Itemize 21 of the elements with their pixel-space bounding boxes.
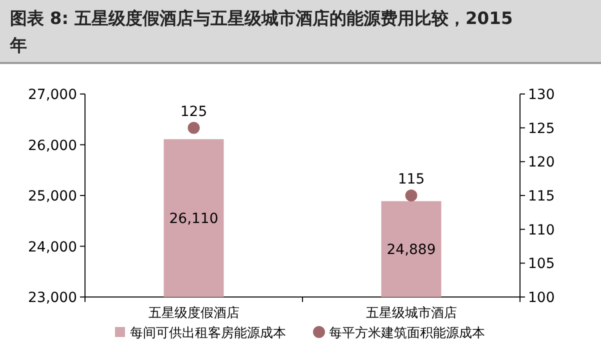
- y2-tick-label: 115: [528, 188, 555, 204]
- data-label: 26,110: [169, 211, 218, 228]
- y2-tick-label: 125: [528, 120, 555, 137]
- y-tick-label: 27,000: [28, 87, 77, 103]
- y2-tick-label: 100: [528, 290, 555, 306]
- x-tick-label: 五星级城市酒店: [366, 305, 457, 321]
- y2-tick-label: 110: [528, 222, 555, 238]
- y2-tick-label: 130: [528, 87, 555, 103]
- x-tick-label: 五星级度假酒店: [148, 305, 240, 321]
- data-label: 24,889: [386, 242, 436, 258]
- y-tick-label: 25,000: [28, 188, 77, 204]
- data-label: 115: [398, 172, 425, 188]
- y-tick-label: 23,000: [28, 290, 77, 306]
- y2-tick-label: 105: [528, 256, 555, 272]
- y2-tick-label: 120: [528, 154, 555, 171]
- legend-label: 每间可供出租客房能源成本: [130, 325, 286, 341]
- y-tick-label: 24,000: [28, 239, 77, 256]
- y-tick-label: 26,000: [28, 138, 77, 154]
- chart-title: 图表 8: 五星级度假酒店与五星级城市酒店的能源费用比较，2015年: [0, 0, 601, 64]
- data-label: 125: [180, 104, 208, 120]
- legend-label: 每平方米建筑面积能源成本: [329, 325, 485, 341]
